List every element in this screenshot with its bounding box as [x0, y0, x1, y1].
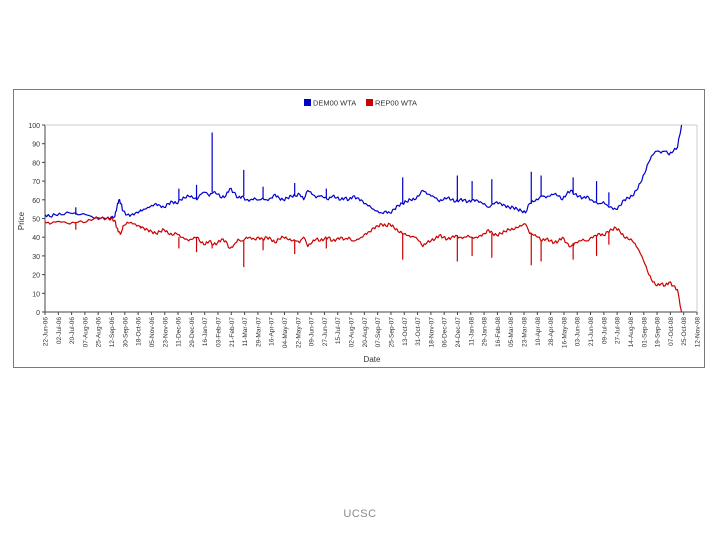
x-tick-label: 28-Apr-08: [548, 317, 555, 346]
x-tick-label: 02-Aug-07: [349, 317, 356, 348]
x-tick-label: 11-Dec-06: [176, 317, 183, 347]
x-tick-label: 03-Jun-08: [575, 317, 582, 347]
x-tick-label: 31-Oct-07: [415, 317, 422, 346]
x-tick-label: 05-Mar-08: [508, 317, 515, 347]
y-tick-label: 40: [32, 235, 40, 242]
x-tick-label: 29-Jan-08: [482, 317, 489, 347]
x-tick-label: 02-Jul-06: [56, 317, 63, 344]
x-tick-label: 12-Nov-08: [695, 317, 702, 348]
chart-series: [44, 124, 683, 313]
y-tick-label: 70: [32, 179, 40, 186]
x-tick-label: 16-Jan-07: [202, 317, 209, 347]
x-tick-label: 13-Oct-07: [402, 317, 409, 346]
x-tick-label: 15-Jul-07: [335, 317, 342, 344]
x-tick-label: 29-Mar-07: [255, 317, 262, 347]
x-tick-label: 27-Jul-08: [615, 317, 622, 344]
x-tick-label: 03-Feb-07: [215, 317, 222, 347]
x-tick-label: 30-Sep-06: [122, 317, 129, 348]
x-tick-label: 18-Oct-06: [136, 317, 143, 346]
y-axis-ticks: 0 10 20 30 40 50 60 70 80 90 100: [28, 123, 45, 317]
y-axis-title: Price: [17, 211, 26, 230]
x-tick-label: 19-Sep-08: [655, 317, 662, 348]
series-line-dem00-wta: [44, 124, 683, 220]
x-tick-label: 27-Jun-07: [322, 317, 329, 347]
y-tick-label: 10: [32, 291, 40, 298]
x-tick-label: 25-Aug-06: [96, 317, 103, 348]
y-tick-label: 60: [32, 198, 40, 205]
footer-text: UCSC: [343, 508, 377, 520]
x-tick-label: 01-Sep-08: [641, 317, 648, 348]
x-tick-label: 22-May-07: [295, 317, 302, 348]
series-line-rep00-wta: [44, 216, 683, 313]
x-tick-label: 07-Oct-08: [668, 317, 675, 346]
y-tick-label: 90: [32, 142, 40, 149]
chart-frame: DEM00 WTA REP00 WTA 0 10 20 30 40 50 60 70 80 90 10…: [13, 89, 705, 368]
x-tick-label: 09-Jun-07: [309, 317, 316, 347]
x-tick-label: 16-Feb-08: [495, 317, 502, 347]
x-tick-label: 21-Feb-07: [229, 317, 236, 347]
x-tick-label: 04-May-07: [282, 317, 289, 348]
x-tick-label: 07-Sep-07: [375, 317, 382, 348]
x-tick-label: 29-Dec-06: [189, 317, 196, 348]
legend-swatch: [366, 99, 373, 106]
x-tick-label: 23-Mar-08: [522, 317, 529, 347]
x-tick-label: 20-Aug-07: [362, 317, 369, 348]
y-tick-label: 100: [28, 123, 40, 130]
legend-swatch: [304, 99, 311, 106]
x-tick-label: 25-Sep-07: [388, 317, 395, 348]
x-tick-label: 18-Nov-07: [428, 317, 435, 348]
x-tick-label: 11-Mar-07: [242, 317, 249, 347]
legend-label: REP00 WTA: [375, 99, 417, 108]
x-axis-ticks: 22-Jun-06 02-Jul-06 20-Jul-06 07-Aug-06 25-A…: [43, 312, 702, 348]
y-tick-label: 30: [32, 254, 40, 261]
x-tick-label: 11-Jan-08: [468, 317, 475, 346]
x-tick-label: 23-Nov-06: [162, 317, 169, 348]
x-tick-label: 22-Jun-06: [43, 317, 50, 347]
x-tick-label: 07-Aug-06: [82, 317, 89, 348]
line-chart: DEM00 WTA REP00 WTA 0 10 20 30 40 50 60 70 80 90 10…: [17, 99, 702, 365]
x-tick-label: 16-Apr-07: [269, 317, 276, 346]
x-tick-label: 24-Dec-07: [455, 317, 462, 348]
x-tick-label: 09-Jul-08: [601, 317, 608, 344]
legend-label: DEM00 WTA: [313, 99, 356, 108]
x-tick-label: 16-May-08: [561, 317, 568, 348]
y-tick-label: 50: [32, 217, 40, 224]
x-tick-label: 21-Jun-08: [588, 317, 595, 347]
chart-legend: DEM00 WTA REP00 WTA: [304, 99, 417, 108]
y-tick-label: 20: [32, 273, 40, 280]
x-tick-label: 12-Sep-06: [109, 317, 116, 348]
x-tick-label: 10-Apr-08: [535, 317, 542, 346]
x-axis-title: Date: [364, 355, 381, 364]
chart-axes: [44, 124, 698, 313]
x-tick-label: 14-Aug-08: [628, 317, 635, 348]
x-tick-label: 05-Nov-06: [149, 317, 156, 348]
x-tick-label: 25-Oct-08: [681, 317, 688, 346]
x-tick-label: 06-Dec-07: [442, 317, 449, 348]
y-tick-label: 0: [36, 310, 40, 317]
y-tick-label: 80: [32, 160, 40, 167]
x-tick-label: 20-Jul-06: [69, 317, 76, 344]
